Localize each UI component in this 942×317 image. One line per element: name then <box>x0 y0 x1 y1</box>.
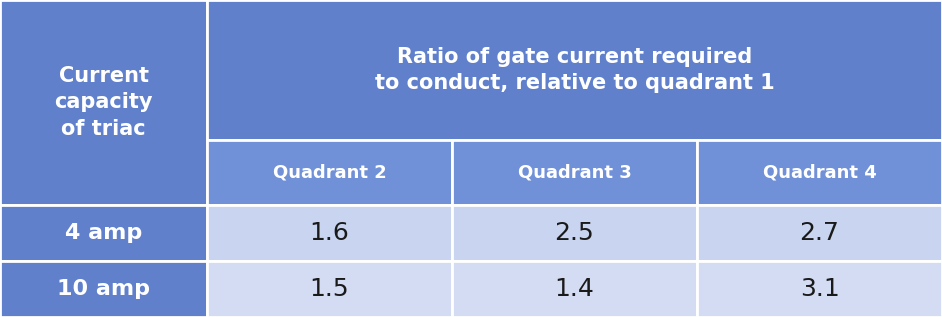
Text: Ratio of gate current required
to conduct, relative to quadrant 1: Ratio of gate current required to conduc… <box>375 47 774 93</box>
Bar <box>207 0 942 140</box>
Bar <box>697 205 942 261</box>
Bar <box>207 205 452 261</box>
Text: 4 amp: 4 amp <box>65 223 142 243</box>
Bar <box>207 140 452 205</box>
Text: Quadrant 3: Quadrant 3 <box>517 164 631 182</box>
Bar <box>697 140 942 205</box>
Bar <box>0 205 207 261</box>
Bar <box>207 261 452 317</box>
Text: 2.7: 2.7 <box>800 221 839 245</box>
Text: 10 amp: 10 amp <box>57 279 150 299</box>
Text: Quadrant 4: Quadrant 4 <box>763 164 876 182</box>
Text: 1.4: 1.4 <box>555 277 594 301</box>
Text: Quadrant 2: Quadrant 2 <box>272 164 386 182</box>
Text: 1.5: 1.5 <box>310 277 349 301</box>
Text: Current
capacity
of triac: Current capacity of triac <box>55 66 153 139</box>
Text: 2.5: 2.5 <box>555 221 594 245</box>
Bar <box>452 140 697 205</box>
Bar <box>452 261 697 317</box>
Bar <box>697 261 942 317</box>
Bar <box>0 261 207 317</box>
Text: 1.6: 1.6 <box>310 221 349 245</box>
Bar <box>452 205 697 261</box>
Bar <box>0 0 207 205</box>
Text: 3.1: 3.1 <box>800 277 839 301</box>
